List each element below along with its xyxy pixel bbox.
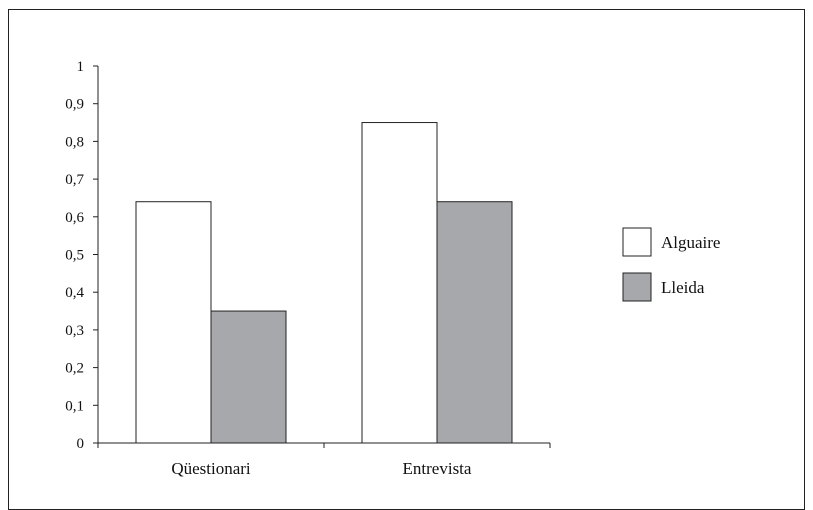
y-tick-label: 0,3: [65, 323, 84, 339]
legend-swatch-lleida: [622, 272, 652, 302]
y-tick-label: 0,9: [65, 97, 84, 113]
y-tick-label: 0,7: [65, 172, 84, 188]
bar-lleida-0: [210, 310, 287, 444]
y-tick-label: 0: [77, 436, 85, 452]
y-tick-label: 0,8: [65, 134, 84, 150]
x-category-label: Entrevista: [403, 459, 472, 478]
legend-label-lleida: Lleida: [661, 278, 705, 297]
bar-alguaire-1: [361, 122, 438, 444]
bar-lleida-1: [436, 201, 513, 444]
legend-label-alguaire: Alguaire: [661, 233, 720, 252]
y-tick-label: 0,1: [65, 398, 84, 414]
y-tick-label: 0,5: [65, 248, 84, 264]
legend-swatch-alguaire: [622, 227, 652, 257]
x-category-label: Qüestionari: [171, 459, 251, 478]
y-tick-label: 0,4: [65, 285, 84, 301]
y-tick-label: 0,2: [65, 361, 84, 377]
y-tick-label: 0,6: [65, 210, 84, 226]
y-tick-label: 1: [77, 59, 85, 75]
bar-alguaire-0: [135, 201, 212, 444]
